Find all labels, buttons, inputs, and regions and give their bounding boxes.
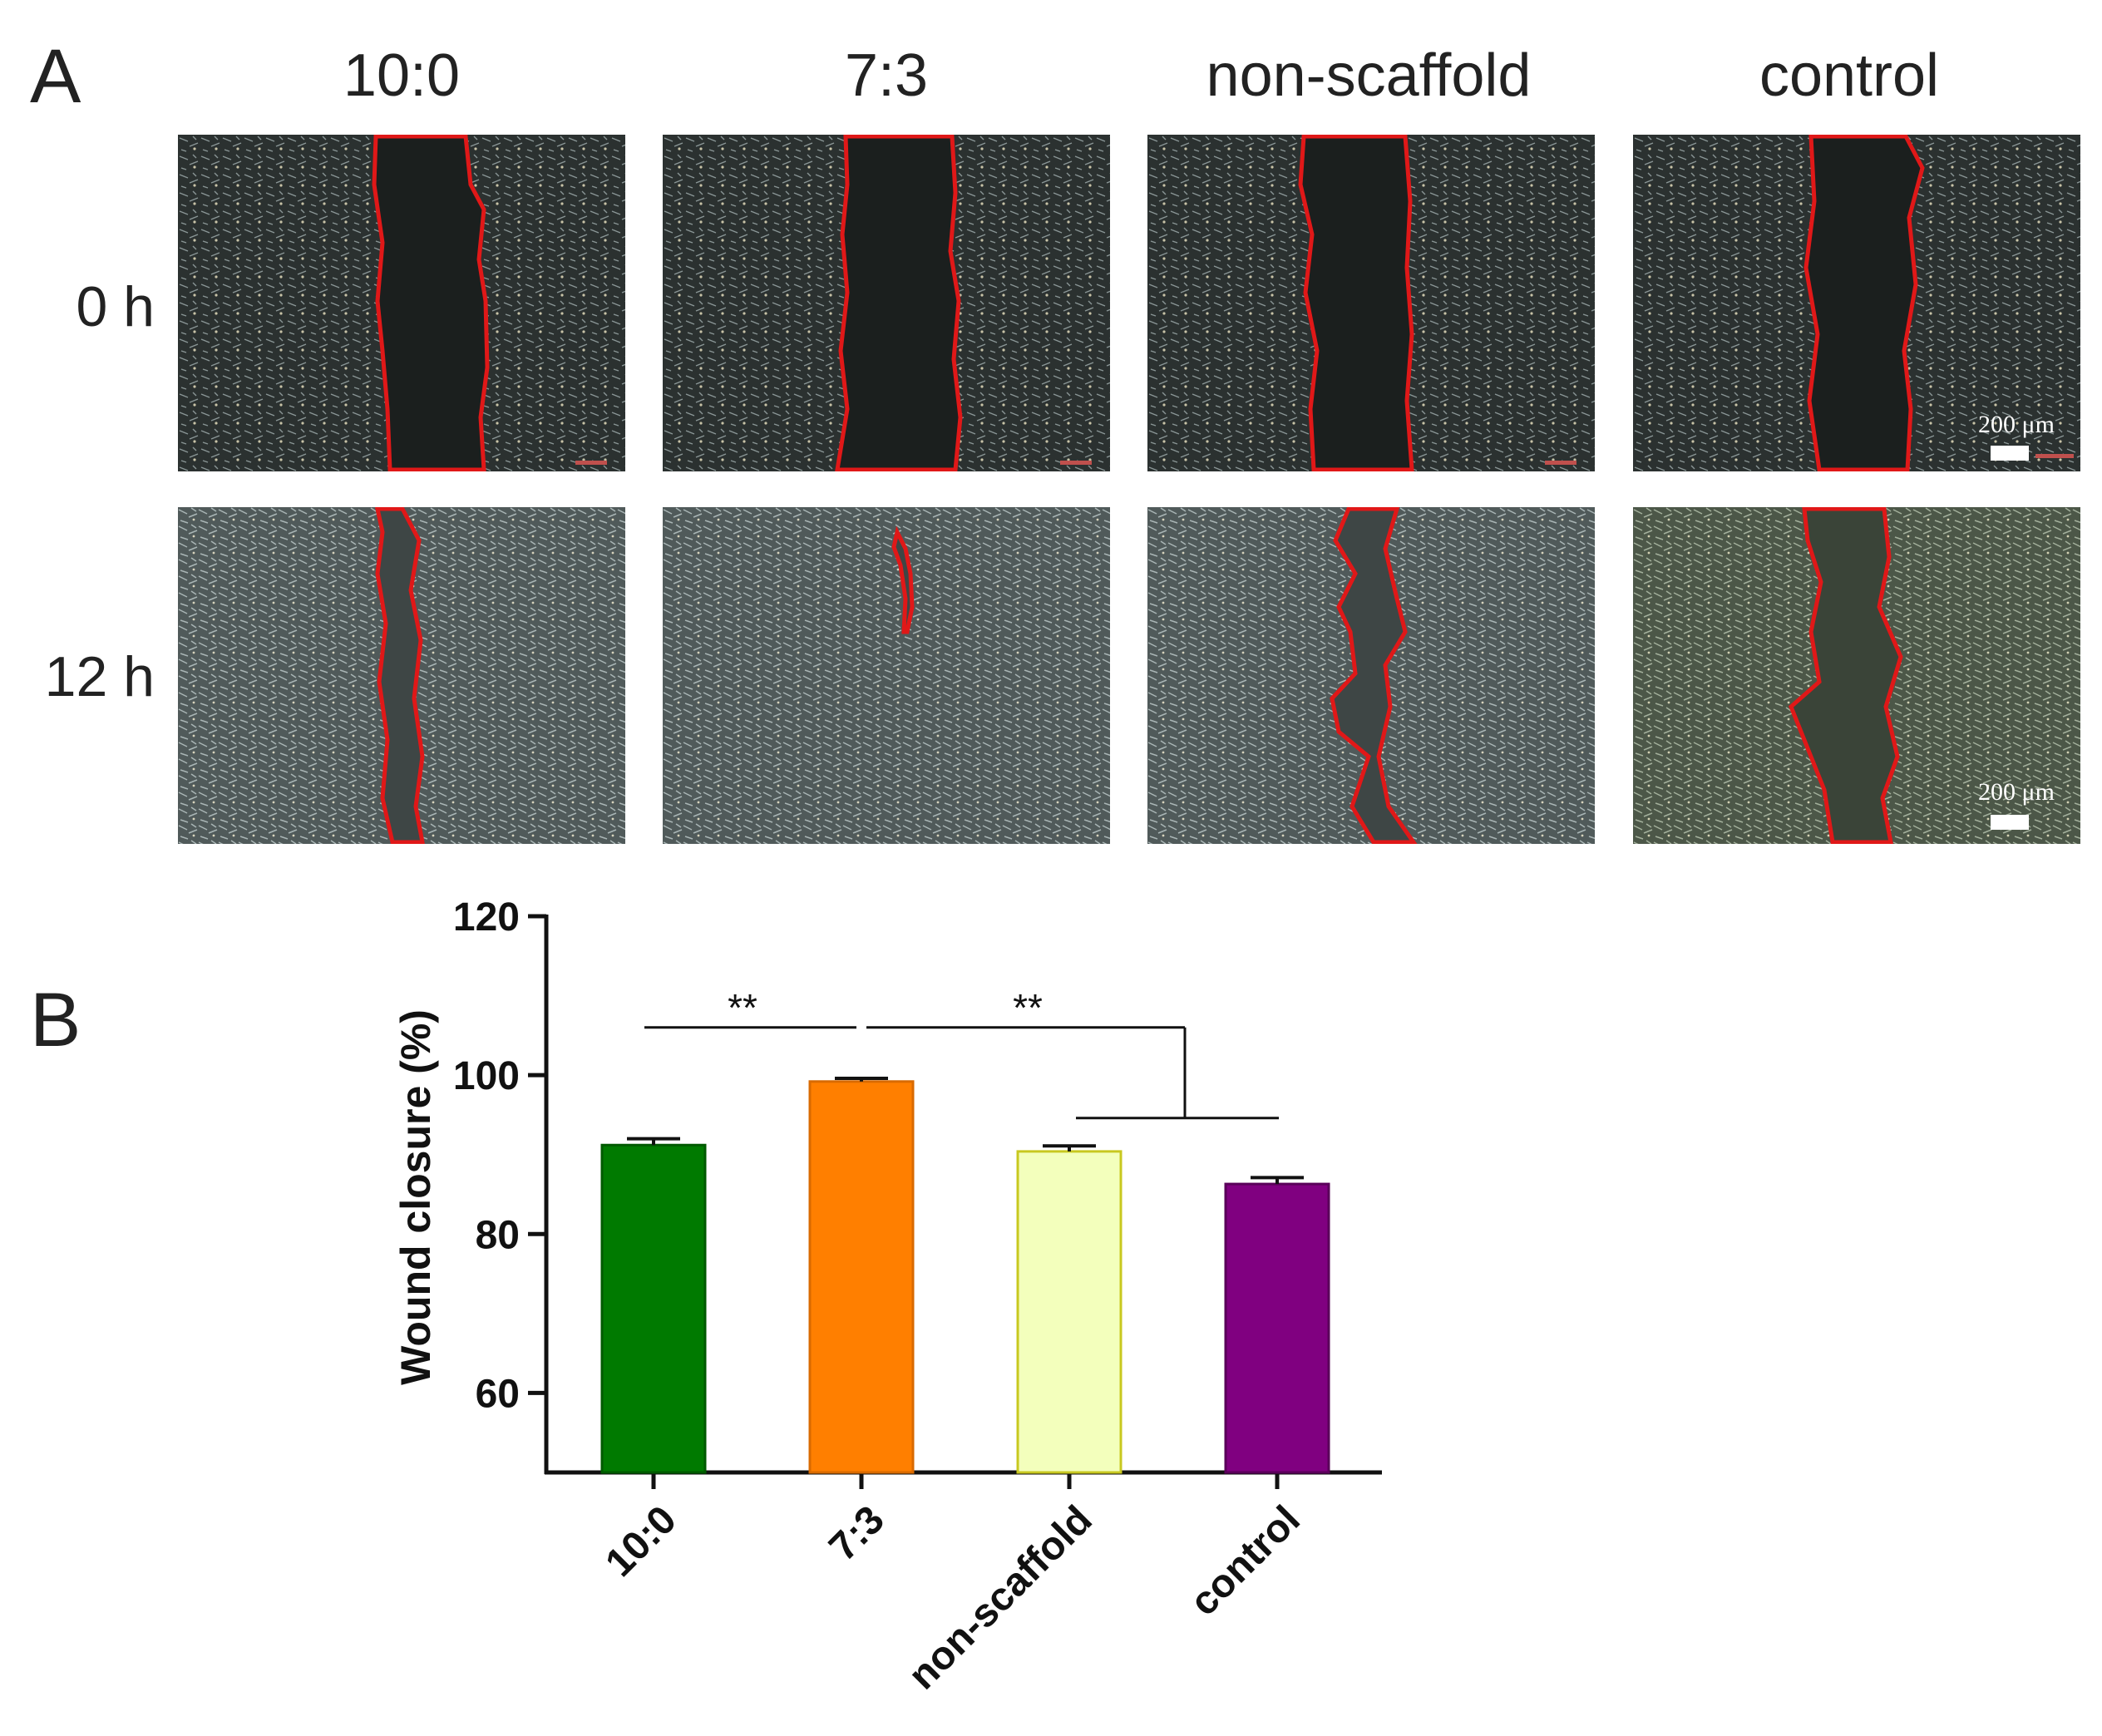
scale-bar-label-12h: 200 μm [1978, 778, 2055, 806]
micrograph-10-0-12h [178, 507, 625, 844]
column-title-10-0: 10:0 [343, 42, 461, 109]
micrograph-control-0h: 200 μm [1633, 135, 2080, 471]
row-label-0h: 0 h [76, 275, 155, 338]
column-title-control: control [1759, 42, 1940, 109]
row-label-12h: 12 h [44, 645, 155, 708]
panel-a-label: A [30, 34, 81, 119]
x-tick-label: non-scaffold [901, 1497, 1101, 1698]
x-tick-label: control [1182, 1497, 1308, 1624]
scale-bar-label-0h: 200 μm [1978, 411, 2055, 438]
significance-label: ** [728, 986, 757, 1029]
micrograph-non-scaffold-12h [1147, 507, 1595, 844]
y-tick-label: 120 [453, 895, 520, 940]
micrograph-10-0-0h [178, 135, 625, 471]
y-tick-label: 100 [453, 1054, 520, 1098]
micrograph-non-scaffold-0h [1147, 135, 1595, 471]
column-title-7-3: 7:3 [844, 42, 929, 109]
bar-chart: Wound closure (%) 60 80 100 120 10:0 7:3 non-s… [392, 895, 1382, 1698]
scale-bar-0h [1991, 446, 2029, 461]
bar [808, 1080, 915, 1474]
panel-b-label: B [30, 978, 81, 1063]
significance-label: ** [1013, 986, 1043, 1029]
x-tick-label: 7:3 [821, 1497, 893, 1570]
scale-bar-12h [1991, 815, 2029, 830]
y-axis-label: Wound closure (%) [392, 1009, 439, 1385]
y-tick-label: 60 [476, 1372, 520, 1416]
y-tick-label: 80 [476, 1213, 520, 1257]
micrograph-7-3-12h [663, 507, 1110, 844]
bar [1224, 1182, 1330, 1474]
micrograph-control-12h: 200 μm [1633, 507, 2080, 844]
column-title-non-scaffold: non-scaffold [1206, 42, 1532, 109]
bar [1016, 1150, 1123, 1474]
bar [600, 1143, 707, 1474]
micrograph-7-3-0h [663, 135, 1110, 471]
x-tick-label: 10:0 [597, 1497, 684, 1585]
